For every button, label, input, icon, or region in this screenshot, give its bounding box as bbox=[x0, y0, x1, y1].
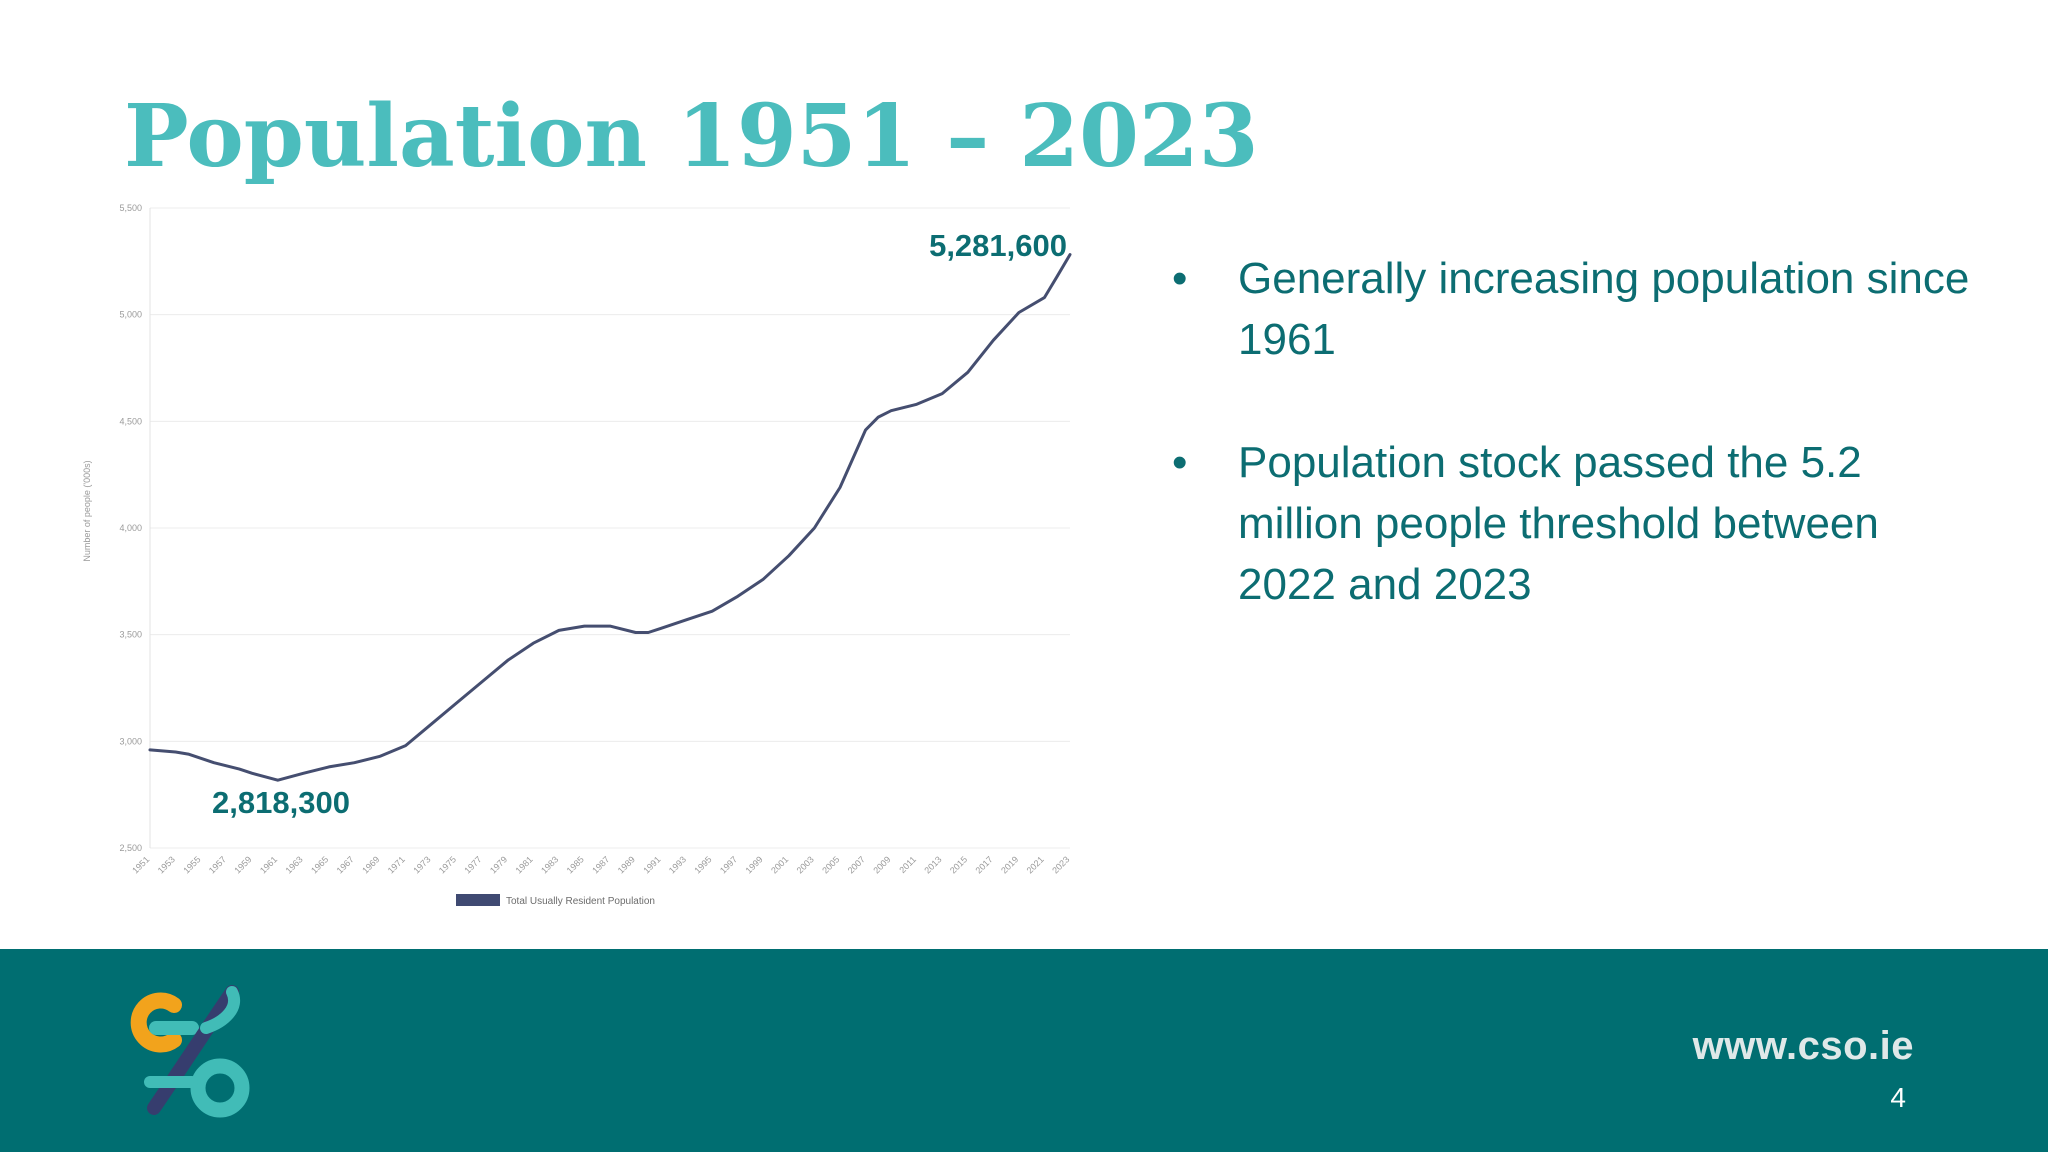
x-tick-label: 2011 bbox=[897, 854, 918, 875]
x-tick-label: 1955 bbox=[181, 854, 202, 875]
x-tick-label: 2021 bbox=[1025, 854, 1046, 875]
x-tick-label: 2007 bbox=[846, 854, 867, 875]
x-tick-label: 1993 bbox=[667, 854, 688, 875]
x-tick-label: 1957 bbox=[207, 854, 228, 875]
bullet-item: • Population stock passed the 5.2 millio… bbox=[1172, 432, 1972, 615]
x-tick-label: 2013 bbox=[922, 854, 943, 875]
bullet-text: Generally increasing population since 19… bbox=[1238, 254, 1970, 364]
x-tick-label: 2003 bbox=[795, 854, 816, 875]
x-tick-label: 1989 bbox=[616, 854, 637, 875]
x-tick-label: 1995 bbox=[692, 854, 713, 875]
callout-max-value: 5,281,600 bbox=[929, 228, 1067, 263]
cso-logo-icon bbox=[130, 985, 250, 1118]
x-tick-label: 1991 bbox=[641, 854, 662, 875]
x-tick-label: 1983 bbox=[539, 854, 560, 875]
population-line-chart: 2,500 3,000 3,500 4,000 4,500 5,000 5,500 1951… bbox=[82, 203, 1072, 907]
y-tick-label: 3,000 bbox=[119, 736, 142, 746]
x-tick-label: 1973 bbox=[411, 854, 432, 875]
y-tick-label: 5,000 bbox=[119, 310, 142, 320]
x-tick-label: 1969 bbox=[360, 854, 381, 875]
y-tick-label: 3,500 bbox=[119, 630, 142, 640]
x-axis-ticks: 1951 1953 1955 1957 1959 1961 1963 1965 1967 1969… bbox=[130, 854, 1071, 875]
x-tick-label: 1965 bbox=[309, 854, 330, 875]
x-tick-label: 1997 bbox=[718, 854, 739, 875]
x-tick-label: 2005 bbox=[820, 854, 841, 875]
x-tick-label: 2009 bbox=[871, 854, 892, 875]
bullet-marker: • bbox=[1172, 438, 1188, 487]
footer-bar bbox=[0, 949, 2048, 1152]
x-tick-label: 1959 bbox=[232, 854, 253, 875]
callout-min-value: 2,818,300 bbox=[212, 785, 350, 820]
x-tick-label: 1987 bbox=[590, 854, 611, 875]
y-tick-label: 2,500 bbox=[119, 843, 142, 853]
chart-gridlines bbox=[149, 207, 1070, 849]
x-tick-label: 1977 bbox=[462, 854, 483, 875]
x-tick-label: 1961 bbox=[258, 854, 279, 875]
x-tick-label: 1999 bbox=[744, 854, 765, 875]
y-tick-label: 5,500 bbox=[119, 203, 142, 213]
x-tick-label: 2001 bbox=[769, 854, 790, 875]
x-tick-label: 1953 bbox=[156, 854, 177, 875]
series-line-total-population bbox=[148, 253, 1072, 782]
x-tick-label: 1981 bbox=[514, 854, 535, 875]
bullet-item: • Generally increasing population since … bbox=[1172, 248, 1972, 370]
slide-title: Population 1951 – 2023 bbox=[124, 86, 1259, 187]
x-tick-label: 2017 bbox=[974, 854, 995, 875]
bullet-marker: • bbox=[1172, 254, 1188, 303]
x-tick-label: 2023 bbox=[1050, 854, 1071, 875]
x-tick-label: 1971 bbox=[386, 854, 407, 875]
legend-label: Total Usually Resident Population bbox=[506, 896, 655, 907]
x-tick-label: 1985 bbox=[565, 854, 586, 875]
y-tick-label: 4,500 bbox=[119, 416, 142, 426]
x-tick-label: 1967 bbox=[335, 854, 356, 875]
x-tick-label: 2015 bbox=[948, 854, 969, 875]
bullet-list: • Generally increasing population since … bbox=[1172, 248, 1972, 677]
x-tick-label: 1963 bbox=[284, 854, 305, 875]
chart-legend: Total Usually Resident Population bbox=[456, 894, 655, 907]
bullet-text: Population stock passed the 5.2 million … bbox=[1238, 438, 1879, 609]
y-axis-title: Number of people ('000s) bbox=[82, 460, 92, 561]
y-axis-ticks: 2,500 3,000 3,500 4,000 4,500 5,000 5,500 bbox=[119, 203, 142, 853]
y-tick-label: 4,000 bbox=[119, 523, 142, 533]
legend-swatch bbox=[456, 894, 500, 906]
x-tick-label: 1979 bbox=[488, 854, 509, 875]
x-tick-label: 1951 bbox=[130, 854, 151, 875]
x-tick-label: 2019 bbox=[999, 854, 1020, 875]
website-url: www.cso.ie bbox=[1692, 1024, 1914, 1068]
page-number: 4 bbox=[1890, 1082, 1906, 1113]
x-tick-label: 1975 bbox=[437, 854, 458, 875]
